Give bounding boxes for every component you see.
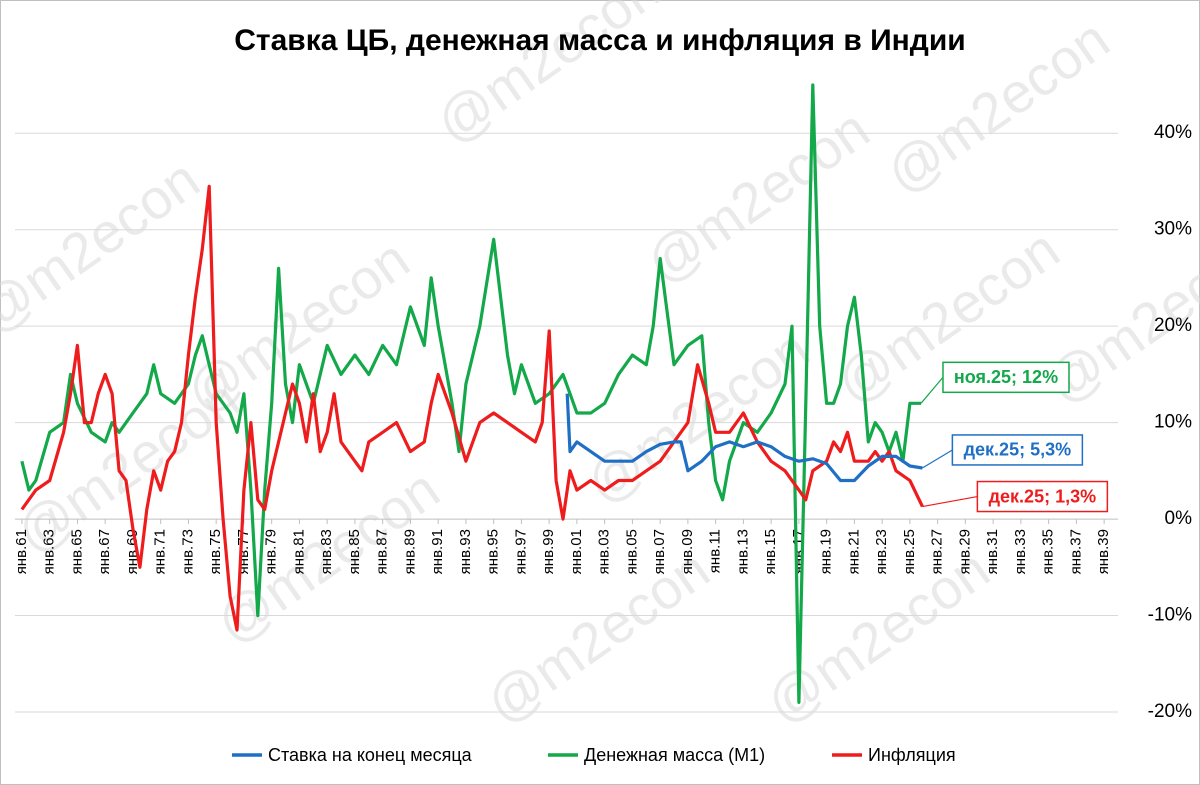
- x-tick-label: янв.09: [679, 529, 696, 574]
- x-tick-label: янв.85: [346, 529, 363, 574]
- x-tick-label: янв.35: [1040, 529, 1057, 574]
- x-tick-label: янв.79: [263, 529, 280, 574]
- x-tick-label: янв.07: [651, 529, 668, 574]
- x-tick-label: янв.75: [207, 529, 224, 574]
- series-line: [20, 83, 921, 704]
- legend-label: Ставка на конец месяца: [268, 745, 473, 765]
- x-tick-label: янв.23: [873, 529, 890, 574]
- x-tick-label: янв.05: [623, 529, 640, 574]
- annotation: дек.25; 5,3%: [964, 440, 1072, 460]
- x-tick-label: янв.15: [762, 529, 779, 574]
- x-tick-label: янв.33: [1012, 529, 1029, 574]
- legend-label: Инфляция: [868, 745, 956, 765]
- x-tick-label: янв.11: [707, 529, 724, 573]
- annotation-box: [951, 434, 1084, 466]
- y-tick-label: 40%: [1154, 122, 1192, 143]
- x-tick-label: янв.01: [568, 529, 585, 574]
- y-tick-label: 20%: [1154, 315, 1192, 336]
- annotation: ноя.25; 12%: [954, 367, 1058, 387]
- annotation: дек.25; 1,3%: [989, 486, 1097, 506]
- x-tick-label: янв.95: [485, 529, 502, 574]
- y-tick-label: -10%: [1148, 605, 1192, 626]
- x-tick-label: янв.89: [401, 529, 418, 574]
- x-tick-label: янв.93: [457, 529, 474, 574]
- x-tick-label: янв.83: [318, 529, 335, 574]
- x-tick-label: янв.29: [956, 529, 973, 574]
- x-tick-label: янв.69: [124, 529, 141, 574]
- annotation-leader: [920, 376, 944, 404]
- annotation-leader: [922, 495, 978, 508]
- x-tick-label: янв.03: [596, 529, 613, 574]
- x-tick-label: янв.21: [845, 529, 862, 574]
- x-tick-label: янв.87: [374, 529, 391, 574]
- x-tick-label: янв.37: [1067, 529, 1084, 574]
- x-tick-label: янв.81: [290, 529, 307, 574]
- x-tick-label: янв.99: [540, 529, 557, 574]
- x-tick-label: янв.13: [734, 529, 751, 574]
- x-tick-label: янв.91: [429, 529, 446, 574]
- y-tick-label: 0%: [1165, 508, 1193, 529]
- annotation-leader: [922, 449, 953, 469]
- x-tick-label: янв.39: [1095, 529, 1112, 574]
- x-tick-label: янв.71: [152, 529, 169, 574]
- x-tick-label: янв.63: [41, 529, 58, 574]
- y-tick-label: -20%: [1148, 701, 1192, 722]
- x-tick-label: янв.31: [984, 529, 1001, 574]
- x-tick-label: янв.77: [235, 529, 252, 574]
- annotation-box: [942, 361, 1070, 394]
- y-tick-label: 10%: [1154, 412, 1192, 433]
- x-tick-label: янв.61: [13, 529, 30, 574]
- series-line: [565, 393, 923, 483]
- x-tick-label: янв.73: [179, 529, 196, 574]
- legend-label: Денежная масса (М1): [584, 745, 765, 765]
- x-tick-label: янв.67: [96, 529, 113, 574]
- x-tick-label: янв.27: [929, 529, 946, 574]
- x-tick-label: янв.97: [512, 529, 529, 574]
- x-tick-label: янв.65: [68, 529, 85, 574]
- y-tick-label: 30%: [1154, 219, 1192, 240]
- chart-title: Ставка ЦБ, денежная масса и инфляция в И…: [234, 24, 965, 57]
- x-tick-label: янв.19: [818, 529, 835, 574]
- annotation-box: [976, 480, 1109, 513]
- x-tick-label: янв.25: [901, 529, 918, 574]
- series-line: [20, 184, 924, 632]
